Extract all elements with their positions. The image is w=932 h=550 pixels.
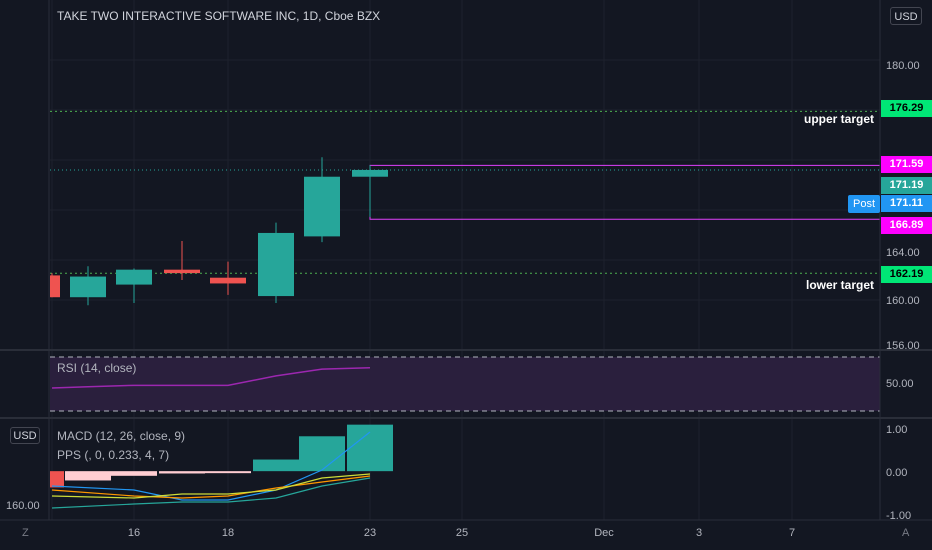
candle-body-3 bbox=[164, 269, 200, 274]
candle-body-1 bbox=[70, 276, 106, 298]
upper-target-label: upper target bbox=[804, 112, 875, 126]
price-tick-156: 156.00 bbox=[886, 340, 920, 352]
time-tick-dec: Dec bbox=[594, 527, 614, 539]
candle-body-5 bbox=[258, 232, 294, 297]
lower-target-label: lower target bbox=[806, 278, 875, 292]
auto-scale-icon[interactable]: A bbox=[902, 527, 910, 539]
left-axis-value: 160.00 bbox=[6, 500, 40, 512]
left-currency-button[interactable]: USD bbox=[10, 427, 40, 444]
rsi-line bbox=[51, 367, 371, 389]
signal-line bbox=[51, 475, 371, 499]
post-label: Post bbox=[848, 195, 880, 213]
chart-title: TAKE TWO INTERACTIVE SOFTWARE INC, 1D, C… bbox=[57, 9, 381, 23]
pps-line-2 bbox=[51, 473, 371, 499]
projection-box bbox=[369, 164, 880, 220]
macd-tick-1: 1.00 bbox=[886, 424, 908, 436]
post-price-badge: 171.11 bbox=[881, 195, 932, 212]
macd-hist-3 bbox=[159, 471, 205, 474]
macd-hist-1 bbox=[65, 471, 111, 481]
macd-label: MACD (12, 26, close, 9) bbox=[57, 429, 186, 443]
macd-hist-7 bbox=[347, 424, 393, 472]
box-top-badge: 171.59 bbox=[881, 156, 932, 173]
lower-target-badge: 162.19 bbox=[881, 266, 932, 283]
candle-body-7 bbox=[352, 169, 388, 177]
rsi-pane[interactable] bbox=[50, 356, 880, 412]
price-tick-164: 164.00 bbox=[886, 247, 920, 259]
macd-hist-0 bbox=[50, 471, 64, 488]
time-tick-23: 23 bbox=[363, 527, 377, 539]
time-tick-16: 16 bbox=[127, 527, 141, 539]
time-tick-7: 7 bbox=[788, 527, 796, 539]
currency-button[interactable]: USD bbox=[890, 7, 922, 25]
rsi-band bbox=[50, 357, 880, 411]
price-tick-160: 160.00 bbox=[886, 295, 920, 307]
box-bottom-badge: 166.89 bbox=[881, 217, 932, 234]
candle-body-0 bbox=[50, 275, 60, 298]
macd-hist-6 bbox=[299, 436, 345, 472]
time-tick-18: 18 bbox=[221, 527, 235, 539]
price-pane[interactable] bbox=[50, 110, 880, 306]
pane-separators bbox=[0, 0, 932, 521]
pps-line-1 bbox=[51, 477, 371, 509]
candle-body-2 bbox=[116, 269, 152, 285]
macd-hist-5 bbox=[253, 459, 299, 472]
candle-body-4 bbox=[210, 277, 246, 284]
macd-pane[interactable] bbox=[50, 424, 393, 509]
time-tick-25: 25 bbox=[455, 527, 469, 539]
macd-tick-0: 0.00 bbox=[886, 467, 908, 479]
last-price-badge: 171.19 bbox=[881, 177, 932, 194]
pps-label: PPS (, 0, 0.233, 4, 7) bbox=[57, 448, 170, 462]
rsi-label: RSI (14, close) bbox=[57, 361, 137, 375]
macd-line bbox=[51, 431, 371, 501]
rsi-tick-50: 50.00 bbox=[886, 378, 914, 390]
macd-hist-4 bbox=[205, 471, 251, 474]
time-tick-3: 3 bbox=[695, 527, 703, 539]
grid-lines bbox=[50, 0, 880, 520]
price-tick-180: 180.00 bbox=[886, 60, 920, 72]
zoom-icon[interactable]: Z bbox=[22, 527, 29, 539]
macd-tick-neg1: -1.00 bbox=[886, 510, 912, 522]
macd-hist-2 bbox=[111, 471, 157, 476]
upper-target-badge: 176.29 bbox=[881, 100, 932, 117]
candle-body-6 bbox=[304, 176, 340, 237]
